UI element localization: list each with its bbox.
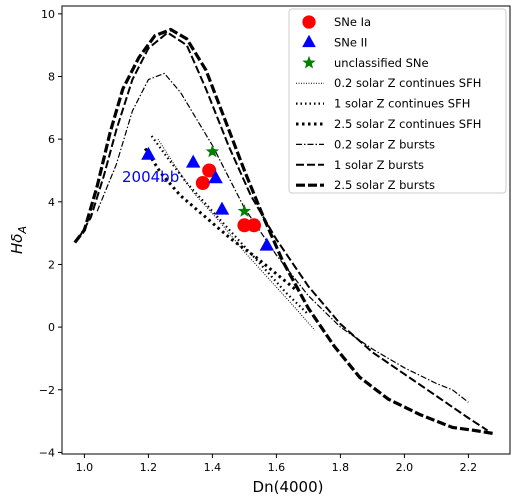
point-sne-ia: [202, 163, 217, 178]
x-tick-label: 1.0: [76, 461, 94, 474]
sn-markers: [141, 144, 274, 251]
legend: SNe Ia SNe II unclassified SNe 0.2 solar Z …: [288, 8, 507, 194]
line-0-2-solar-z-bursts: [96, 72, 469, 403]
y-tick-label: −4: [39, 446, 55, 459]
legend-label: SNe Ia: [334, 15, 371, 29]
point-sne-ii: [208, 170, 223, 184]
y-axis: −4 −2 0 2 4 6 8 10: [39, 8, 62, 459]
point-sne-ii: [214, 201, 230, 215]
line-2-5-solar-z-continues-sfh: [143, 147, 297, 291]
x-tick-label: 1.4: [204, 461, 222, 474]
x-tick-label: 1.6: [268, 461, 286, 474]
legend-marker-sne-ia: [302, 15, 316, 29]
point-sne-ia: [195, 176, 210, 191]
legend-label: 0.2 solar Z bursts: [334, 137, 435, 151]
y-tick-label: −2: [39, 384, 55, 397]
model-lines: [73, 27, 495, 436]
y-tick-label: 6: [48, 133, 55, 146]
y-tick-label: 0: [48, 321, 55, 334]
point-sne-ia: [247, 218, 261, 233]
y-tick-label: 2: [48, 258, 55, 271]
legend-label: 2.5 solar Z bursts: [334, 178, 435, 192]
legend-box: [288, 8, 507, 194]
point-sne-ii: [141, 146, 156, 160]
y-tick-label: 10: [41, 8, 55, 21]
line-1-solar-z-bursts: [77, 31, 489, 432]
plot-frame: [61, 5, 511, 455]
point-unclassified-sne: [237, 204, 252, 217]
point-unclassified-sne: [205, 144, 220, 158]
x-tick-label: 2.0: [396, 461, 414, 474]
legend-marker-sne-ii: [302, 34, 316, 48]
point-sne-ia: [237, 218, 252, 233]
legend-label: 1 solar Z continues SFH: [334, 97, 470, 111]
legend-label: SNe II: [334, 35, 367, 49]
y-axis-label: HδA: [8, 226, 29, 254]
y-tick-label: 4: [48, 196, 55, 209]
legend-label: 1 solar Z bursts: [334, 158, 424, 172]
legend-label: unclassified SNe: [334, 56, 429, 70]
x-tick-label: 1.2: [140, 461, 158, 474]
legend-label: 0.2 solar Z continues SFH: [334, 76, 481, 90]
x-tick-label: 2.2: [460, 461, 478, 474]
y-tick-label: 8: [48, 70, 55, 83]
legend-label: 2.5 solar Z continues SFH: [334, 117, 481, 131]
x-axis-label: Dn(4000): [253, 478, 324, 496]
line-1-solar-z-continues-sfh: [150, 135, 310, 316]
x-axis: 1.0 1.2 1.4 1.6 1.8 2.0 2.2: [76, 454, 478, 474]
point-sne-ii: [186, 154, 201, 168]
point-sne-ii: [259, 237, 274, 251]
legend-marker-unclassified-sne: [302, 55, 316, 69]
x-tick-label: 1.8: [332, 461, 350, 474]
annotation-2004bb: 2004bb: [122, 168, 179, 186]
line-2-5-solar-z-bursts: [73, 27, 495, 436]
